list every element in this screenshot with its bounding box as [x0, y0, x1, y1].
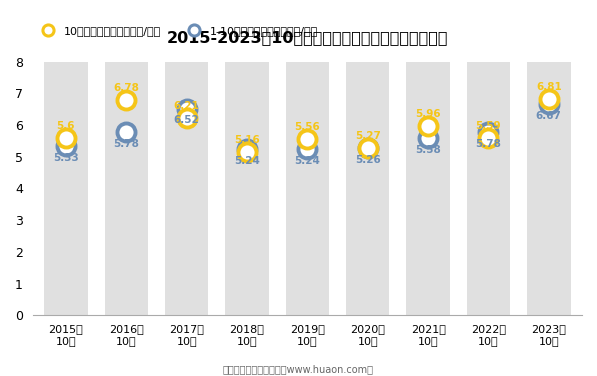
Text: 5.59: 5.59	[476, 121, 501, 131]
Text: 5.26: 5.26	[355, 155, 381, 165]
Text: 6.21: 6.21	[174, 102, 199, 111]
Bar	[527, 62, 571, 315]
Bar	[285, 62, 329, 315]
Bar	[407, 62, 450, 315]
Legend: 10月期货成交均价（万元/手）, 1-10月期货成交均价（万元/手）: 10月期货成交均价（万元/手）, 1-10月期货成交均价（万元/手）	[33, 21, 323, 40]
Title: 2015-2023年10月郑州商品交易所白糖期货成交均价: 2015-2023年10月郑州商品交易所白糖期货成交均价	[167, 30, 448, 45]
Text: 6.78: 6.78	[113, 83, 139, 93]
Bar	[225, 62, 269, 315]
Text: 5.58: 5.58	[415, 145, 441, 155]
Text: 5.24: 5.24	[234, 156, 260, 166]
Bar	[165, 62, 208, 315]
Text: 5.78: 5.78	[113, 139, 139, 149]
Text: 5.24: 5.24	[294, 156, 321, 166]
Bar	[44, 62, 88, 315]
Bar	[346, 62, 389, 315]
Text: 5.78: 5.78	[475, 139, 501, 149]
Text: 制图：华经产业研究院（www.huaon.com）: 制图：华经产业研究院（www.huaon.com）	[223, 364, 374, 374]
Text: 5.33: 5.33	[53, 153, 79, 163]
Text: 5.6: 5.6	[57, 121, 75, 131]
Text: 6.81: 6.81	[536, 82, 562, 92]
Text: 5.56: 5.56	[294, 122, 320, 132]
Bar	[467, 62, 510, 315]
Bar	[104, 62, 148, 315]
Text: 5.96: 5.96	[416, 109, 441, 119]
Text: 5.16: 5.16	[234, 135, 260, 145]
Text: 6.67: 6.67	[536, 111, 562, 121]
Text: 5.27: 5.27	[355, 131, 381, 141]
Text: 6.52: 6.52	[174, 115, 199, 126]
